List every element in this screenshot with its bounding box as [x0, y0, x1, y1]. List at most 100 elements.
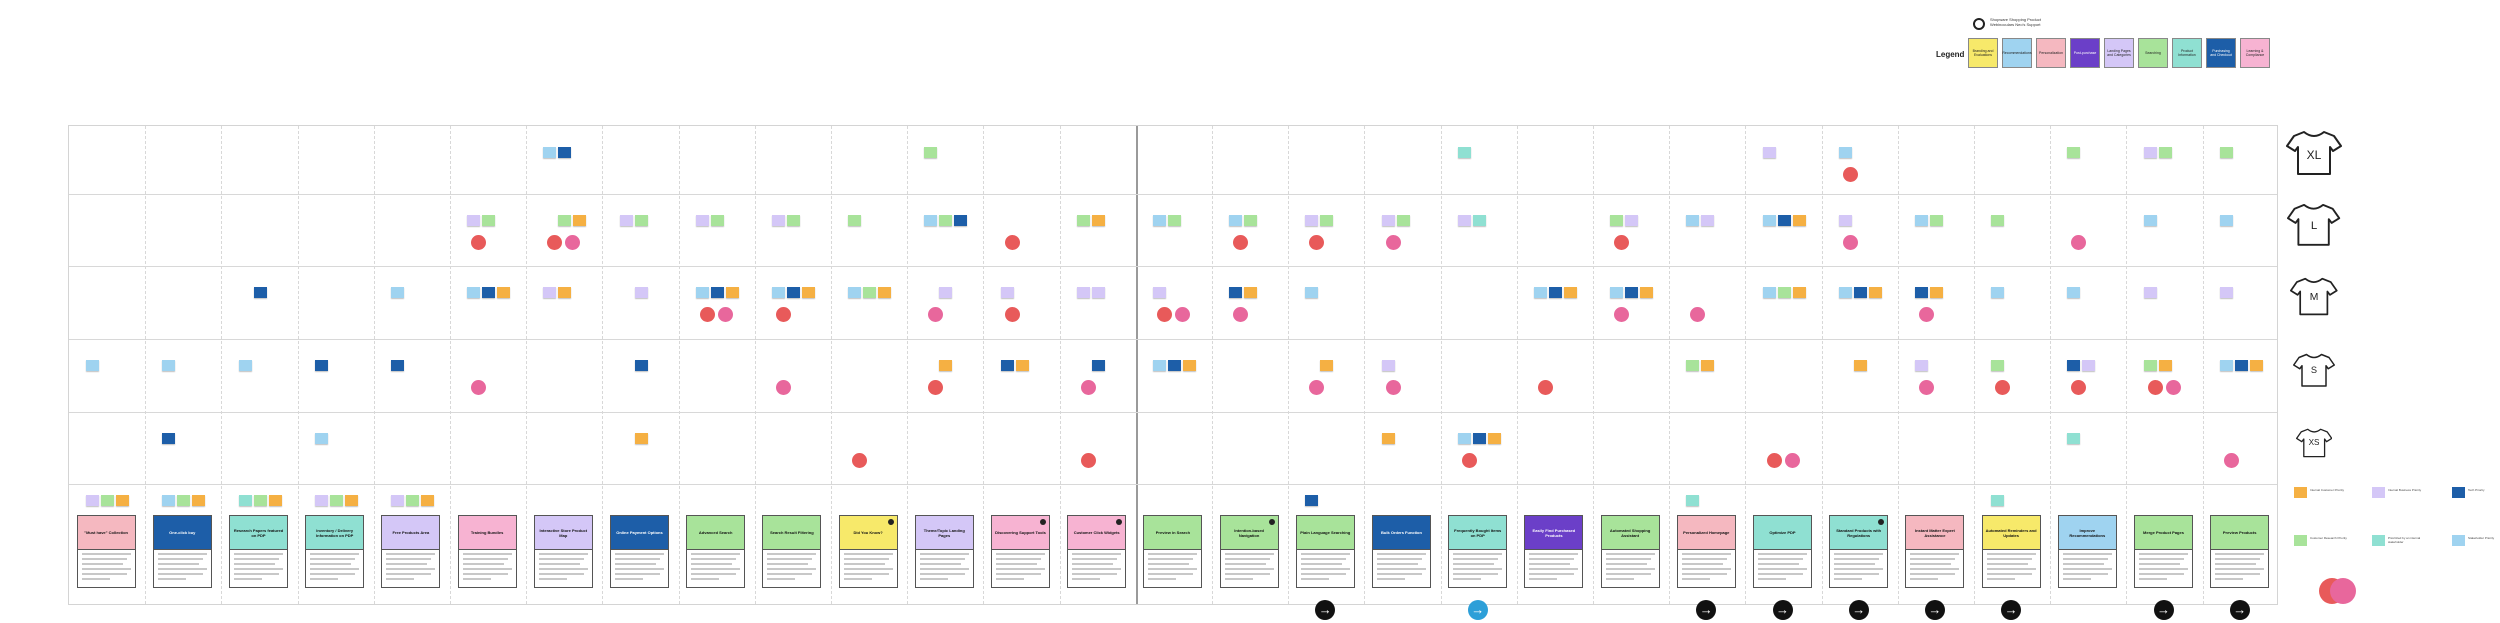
priority-dot[interactable]: [471, 235, 487, 250]
priority-dot[interactable]: [1309, 235, 1325, 250]
priority-dot[interactable]: [2071, 380, 2087, 395]
arrow-right-icon[interactable]: →: [1848, 600, 1869, 620]
priority-dot[interactable]: [2071, 235, 2087, 250]
feature-card[interactable]: Instant Matter Expert Assistance: [1905, 515, 1965, 588]
sticky-note[interactable]: [390, 495, 404, 506]
sticky-note[interactable]: [390, 360, 404, 371]
sticky-note[interactable]: [1777, 287, 1791, 298]
sticky-note[interactable]: [2067, 287, 2081, 298]
sticky-note[interactable]: [1000, 360, 1014, 371]
sticky-note[interactable]: [939, 287, 953, 298]
sticky-note[interactable]: [2143, 147, 2157, 158]
sticky-note[interactable]: [2067, 147, 2081, 158]
sticky-note[interactable]: [771, 287, 785, 298]
feature-card[interactable]: Plain Language Searching: [1295, 515, 1355, 588]
priority-dot[interactable]: [1156, 307, 1172, 322]
sticky-note[interactable]: [1152, 360, 1166, 371]
sticky-note[interactable]: [1457, 433, 1471, 444]
arrow-right-icon[interactable]: →: [2001, 600, 2022, 620]
sticky-note[interactable]: [543, 287, 557, 298]
sticky-note[interactable]: [1305, 215, 1319, 226]
priority-dot[interactable]: [2223, 453, 2239, 468]
sticky-note[interactable]: [1320, 360, 1334, 371]
feature-card[interactable]: Research Papers featured on PDP: [229, 515, 288, 588]
sticky-note[interactable]: [939, 360, 953, 371]
feature-card[interactable]: Optimize PDP: [1753, 515, 1812, 588]
sticky-note[interactable]: [344, 495, 358, 506]
sticky-note[interactable]: [1472, 215, 1486, 226]
priority-dot[interactable]: [1174, 307, 1190, 322]
sticky-note[interactable]: [2219, 360, 2233, 371]
sticky-note[interactable]: [725, 287, 739, 298]
sticky-note[interactable]: [1777, 215, 1791, 226]
priority-dot[interactable]: [1233, 235, 1249, 250]
sticky-note[interactable]: [1396, 215, 1410, 226]
sticky-note[interactable]: [2234, 360, 2248, 371]
sticky-note[interactable]: [1762, 287, 1776, 298]
sticky-note[interactable]: [1167, 215, 1181, 226]
priority-dot[interactable]: [1614, 235, 1630, 250]
sticky-note[interactable]: [1991, 215, 2005, 226]
sticky-note[interactable]: [1610, 215, 1624, 226]
sticky-note[interactable]: [1167, 360, 1181, 371]
sticky-note[interactable]: [1762, 215, 1776, 226]
feature-card[interactable]: Advanced Search: [686, 515, 746, 588]
sticky-note[interactable]: [1640, 287, 1654, 298]
priority-dot[interactable]: [2147, 380, 2163, 395]
feature-card[interactable]: Intention-based Navigation: [1219, 515, 1279, 588]
feature-card[interactable]: Preview in Search: [1143, 515, 1203, 588]
arrow-right-icon[interactable]: →: [1696, 600, 1717, 620]
feature-card[interactable]: Automated Reminders and Updates: [1981, 515, 2041, 588]
feature-card[interactable]: Training Bundles: [457, 515, 517, 588]
arrow-right-icon[interactable]: →: [2153, 600, 2174, 620]
priority-dot[interactable]: [1995, 380, 2011, 395]
sticky-note[interactable]: [420, 495, 434, 506]
sticky-note[interactable]: [954, 215, 968, 226]
sticky-note[interactable]: [1610, 287, 1624, 298]
feature-card[interactable]: Standard Products with Regulations: [1829, 515, 1889, 588]
sticky-note[interactable]: [2143, 360, 2157, 371]
sticky-note[interactable]: [314, 495, 328, 506]
sticky-note[interactable]: [101, 495, 115, 506]
feature-card[interactable]: Improve Recommendations: [2057, 515, 2117, 588]
sticky-note[interactable]: [1457, 215, 1471, 226]
sticky-note[interactable]: [1305, 287, 1319, 298]
sticky-note[interactable]: [1244, 287, 1258, 298]
sticky-note[interactable]: [1305, 495, 1319, 506]
sticky-note[interactable]: [634, 433, 648, 444]
sticky-note[interactable]: [1838, 147, 1852, 158]
sticky-note[interactable]: [2219, 287, 2233, 298]
feature-card[interactable]: Search Result Filtering: [762, 515, 822, 588]
sticky-note[interactable]: [238, 495, 252, 506]
sticky-note[interactable]: [1091, 287, 1105, 298]
priority-dot[interactable]: [1918, 380, 1934, 395]
sticky-note[interactable]: [848, 287, 862, 298]
sticky-note[interactable]: [1914, 215, 1928, 226]
sticky-note[interactable]: [116, 495, 130, 506]
sticky-note[interactable]: [405, 495, 419, 506]
sticky-note[interactable]: [1487, 433, 1501, 444]
sticky-note[interactable]: [162, 433, 176, 444]
sticky-note[interactable]: [801, 287, 815, 298]
sticky-note[interactable]: [1991, 360, 2005, 371]
sticky-note[interactable]: [1701, 215, 1715, 226]
feature-card[interactable]: Preview Products: [2210, 515, 2270, 588]
feature-card[interactable]: "Must have" Collection: [76, 515, 136, 588]
sticky-note[interactable]: [1229, 287, 1243, 298]
sticky-note[interactable]: [786, 215, 800, 226]
sticky-note[interactable]: [710, 287, 724, 298]
priority-dot[interactable]: [775, 307, 791, 322]
sticky-note[interactable]: [1853, 360, 1867, 371]
priority-dot[interactable]: [1004, 307, 1020, 322]
sticky-note[interactable]: [467, 215, 481, 226]
sticky-note[interactable]: [329, 495, 343, 506]
sticky-note[interactable]: [1229, 215, 1243, 226]
priority-dot[interactable]: [1080, 380, 1096, 395]
sticky-note[interactable]: [177, 495, 191, 506]
sticky-note[interactable]: [1914, 287, 1928, 298]
priority-dot[interactable]: [1784, 453, 1800, 468]
sticky-note[interactable]: [1472, 433, 1486, 444]
sticky-note[interactable]: [253, 495, 267, 506]
sticky-note[interactable]: [1929, 215, 1943, 226]
feature-card[interactable]: Personalized Homepage: [1676, 515, 1736, 588]
